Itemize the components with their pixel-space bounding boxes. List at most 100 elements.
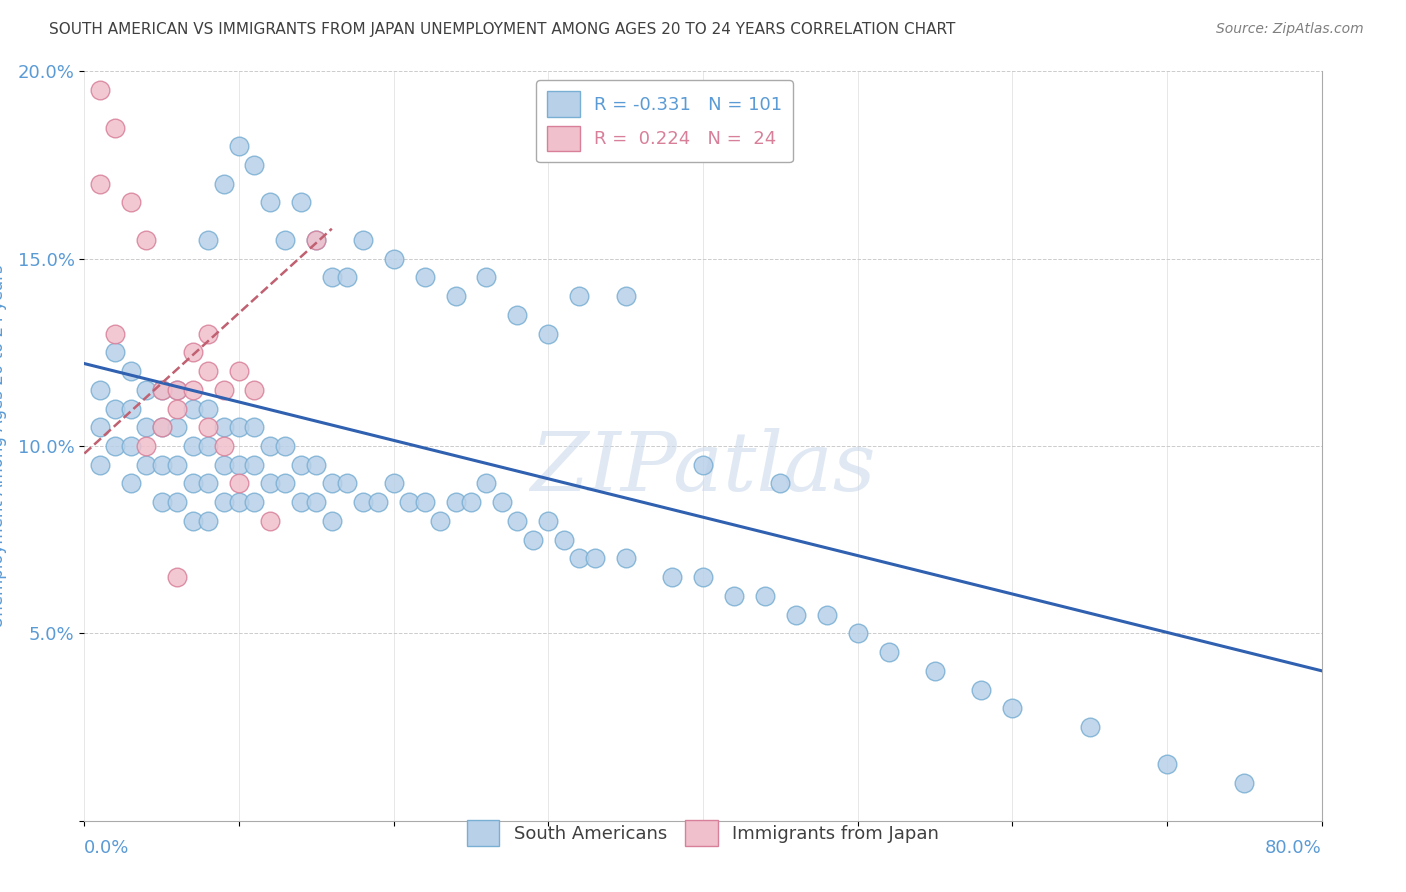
Point bbox=[259, 476, 281, 491]
Point bbox=[212, 420, 235, 434]
Point bbox=[692, 458, 714, 472]
Point bbox=[150, 420, 173, 434]
Point bbox=[568, 551, 591, 566]
Point bbox=[305, 233, 328, 247]
Point bbox=[120, 195, 142, 210]
Point bbox=[537, 326, 560, 341]
Point bbox=[321, 270, 343, 285]
Point bbox=[243, 383, 266, 397]
Point bbox=[197, 233, 219, 247]
Point bbox=[120, 401, 142, 416]
Point bbox=[583, 551, 606, 566]
Point bbox=[553, 533, 575, 547]
Point bbox=[1156, 757, 1178, 772]
Point bbox=[243, 420, 266, 434]
Point bbox=[104, 345, 127, 359]
Point bbox=[460, 495, 482, 509]
Point bbox=[197, 401, 219, 416]
Point bbox=[305, 458, 328, 472]
Point bbox=[150, 420, 173, 434]
Point bbox=[135, 439, 157, 453]
Point bbox=[135, 420, 157, 434]
Point bbox=[104, 326, 127, 341]
Point bbox=[305, 495, 328, 509]
Point bbox=[274, 476, 297, 491]
Point bbox=[522, 533, 544, 547]
Point bbox=[197, 420, 219, 434]
Point bbox=[274, 439, 297, 453]
Point bbox=[212, 439, 235, 453]
Point bbox=[104, 401, 127, 416]
Point bbox=[413, 270, 436, 285]
Point bbox=[166, 420, 188, 434]
Point bbox=[321, 476, 343, 491]
Legend: South Americans, Immigrants from Japan: South Americans, Immigrants from Japan bbox=[460, 813, 946, 853]
Point bbox=[769, 476, 792, 491]
Point bbox=[259, 195, 281, 210]
Point bbox=[135, 383, 157, 397]
Point bbox=[723, 589, 745, 603]
Point bbox=[181, 401, 204, 416]
Point bbox=[181, 514, 204, 528]
Point bbox=[228, 364, 250, 378]
Point bbox=[259, 514, 281, 528]
Point bbox=[197, 514, 219, 528]
Point bbox=[166, 495, 188, 509]
Point bbox=[197, 364, 219, 378]
Point bbox=[568, 289, 591, 303]
Point bbox=[120, 476, 142, 491]
Point bbox=[382, 252, 405, 266]
Point bbox=[243, 458, 266, 472]
Point bbox=[89, 420, 111, 434]
Point bbox=[336, 270, 359, 285]
Point bbox=[785, 607, 807, 622]
Point bbox=[614, 289, 637, 303]
Point bbox=[166, 401, 188, 416]
Point bbox=[506, 514, 529, 528]
Point bbox=[398, 495, 420, 509]
Point bbox=[181, 345, 204, 359]
Point bbox=[212, 495, 235, 509]
Point bbox=[89, 83, 111, 97]
Text: Source: ZipAtlas.com: Source: ZipAtlas.com bbox=[1216, 22, 1364, 37]
Point bbox=[290, 495, 312, 509]
Point bbox=[846, 626, 869, 640]
Y-axis label: Unemployment Among Ages 20 to 24 years: Unemployment Among Ages 20 to 24 years bbox=[0, 264, 7, 628]
Text: 0.0%: 0.0% bbox=[84, 839, 129, 857]
Point bbox=[166, 383, 188, 397]
Point bbox=[181, 439, 204, 453]
Point bbox=[166, 383, 188, 397]
Point bbox=[815, 607, 838, 622]
Point bbox=[104, 120, 127, 135]
Point bbox=[228, 458, 250, 472]
Point bbox=[1233, 776, 1256, 790]
Point bbox=[1078, 720, 1101, 734]
Point bbox=[321, 514, 343, 528]
Point bbox=[181, 476, 204, 491]
Point bbox=[444, 495, 467, 509]
Point bbox=[120, 439, 142, 453]
Point bbox=[212, 383, 235, 397]
Point bbox=[290, 195, 312, 210]
Point bbox=[259, 439, 281, 453]
Point bbox=[413, 495, 436, 509]
Point bbox=[970, 682, 993, 697]
Point bbox=[89, 177, 111, 191]
Point bbox=[274, 233, 297, 247]
Point bbox=[692, 570, 714, 584]
Point bbox=[491, 495, 513, 509]
Point bbox=[228, 420, 250, 434]
Point bbox=[197, 476, 219, 491]
Point bbox=[754, 589, 776, 603]
Point bbox=[150, 383, 173, 397]
Point bbox=[120, 364, 142, 378]
Point bbox=[924, 664, 946, 678]
Point bbox=[305, 233, 328, 247]
Text: 80.0%: 80.0% bbox=[1265, 839, 1322, 857]
Point bbox=[382, 476, 405, 491]
Point bbox=[181, 383, 204, 397]
Text: ZIPatlas: ZIPatlas bbox=[530, 428, 876, 508]
Point bbox=[89, 458, 111, 472]
Point bbox=[150, 495, 173, 509]
Point bbox=[537, 514, 560, 528]
